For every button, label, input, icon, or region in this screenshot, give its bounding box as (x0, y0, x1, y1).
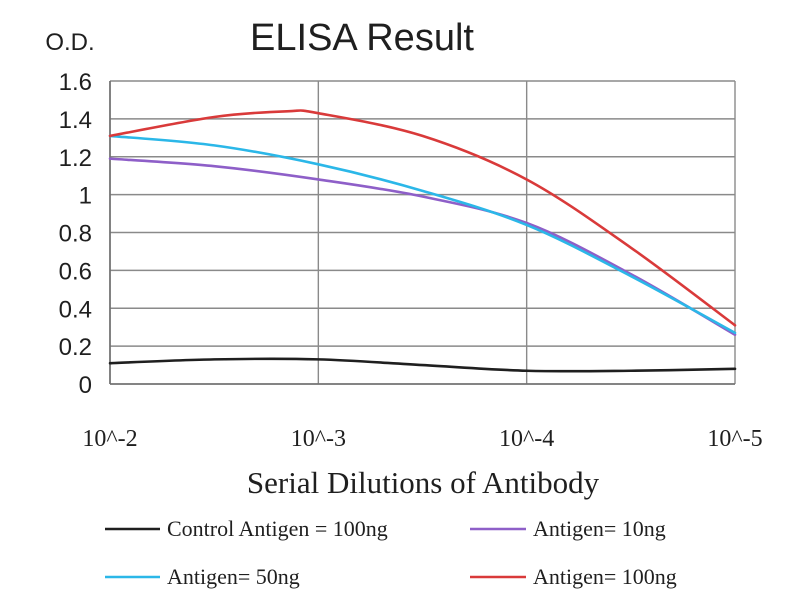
y-tick-label: 0.8 (59, 221, 92, 248)
x-axis-label: Serial Dilutions of Antibody (247, 465, 600, 500)
y-tick-label: 1 (79, 183, 92, 210)
legend-label-2: Antigen= 50ng (167, 564, 300, 589)
x-tick-label: 10^-3 (291, 426, 346, 452)
y-tick-label: 0.6 (59, 258, 92, 285)
x-tick-label: 10^-5 (707, 426, 762, 452)
legend-label-0: Control Antigen = 100ng (167, 516, 388, 541)
series-line-1 (108, 157, 737, 337)
y-tick-label: 1.6 (59, 69, 92, 96)
y-tick-label: 0 (79, 372, 92, 399)
y-axis-label: O.D. (45, 29, 94, 56)
series-line-2 (108, 134, 737, 335)
legend-label-3: Antigen= 100ng (533, 564, 677, 589)
series-line-0 (108, 357, 737, 373)
legend-label-1: Antigen= 10ng (533, 516, 666, 541)
chart-title: ELISA Result (250, 17, 474, 59)
x-tick-label: 10^-2 (82, 426, 137, 452)
series-line-3 (108, 109, 737, 327)
x-tick-label: 10^-4 (499, 426, 554, 452)
y-tick-label: 0.4 (59, 296, 92, 323)
y-tick-label: 0.2 (59, 334, 92, 361)
y-tick-label: 1.4 (59, 107, 92, 134)
y-tick-label: 1.2 (59, 145, 92, 172)
